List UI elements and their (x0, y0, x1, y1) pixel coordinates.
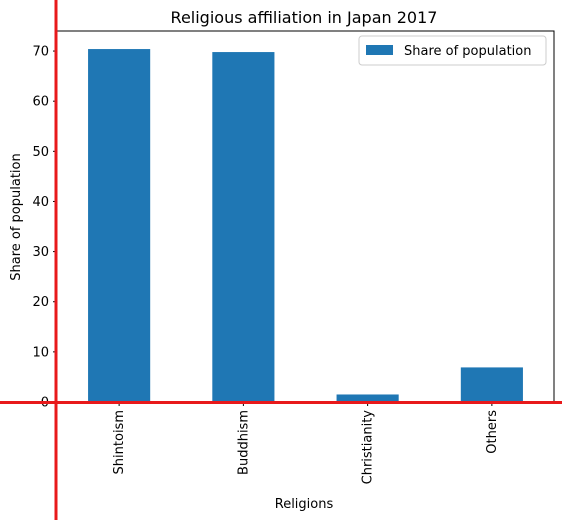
plot-area: ShintoismBuddhismChristianityOthers01020… (32, 30, 555, 485)
bar-christianity (336, 394, 399, 402)
legend-swatch (366, 45, 393, 55)
y-tick-label: 10 (32, 345, 49, 360)
x-tick-label: Buddhism (236, 410, 251, 475)
x-tick-label: Christianity (361, 410, 376, 485)
y-tick-label: 20 (32, 295, 49, 310)
x-tick-label: Shintoism (112, 410, 127, 474)
y-tick-label: 30 (32, 245, 49, 260)
bar-others (460, 367, 523, 402)
legend-frame (358, 35, 547, 66)
bar-buddhism (212, 52, 275, 403)
legend-label: Share of population (404, 44, 532, 59)
y-tick-label: 60 (32, 95, 49, 110)
y-axis-title: Share of population (9, 153, 24, 281)
chart-title: Religious affiliation in Japan 2017 (171, 8, 438, 27)
legend: Share of population (358, 35, 547, 66)
x-tick-label: Others (485, 410, 500, 454)
y-tick-label: 50 (32, 145, 49, 160)
x-axis-title: Religions (275, 497, 334, 512)
y-tick-label: 40 (32, 195, 49, 210)
bar-shintoism (88, 49, 151, 403)
y-tick-label: 70 (32, 45, 49, 60)
